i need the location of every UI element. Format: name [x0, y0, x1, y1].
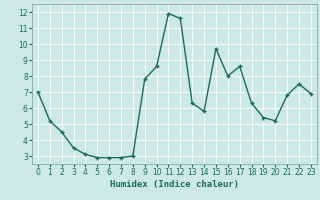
X-axis label: Humidex (Indice chaleur): Humidex (Indice chaleur)	[110, 180, 239, 189]
